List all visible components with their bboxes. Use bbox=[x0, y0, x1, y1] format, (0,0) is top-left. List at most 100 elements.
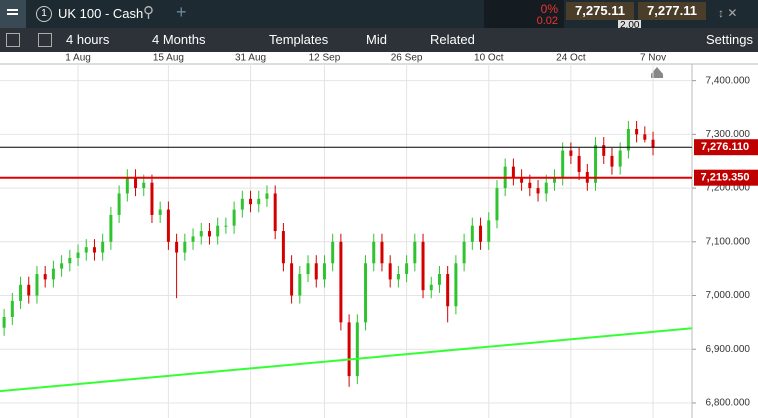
candle-body bbox=[298, 274, 302, 296]
candle-body bbox=[495, 188, 499, 221]
candle-body bbox=[175, 241, 179, 253]
trendline bbox=[0, 327, 693, 393]
tab-number: 1 bbox=[36, 6, 52, 22]
candle-body bbox=[470, 225, 474, 242]
menu-button[interactable] bbox=[0, 0, 26, 28]
candle-body bbox=[92, 247, 96, 253]
candle-body bbox=[396, 274, 400, 280]
candle-body bbox=[355, 322, 359, 377]
y-tick-label: 7,300.000 bbox=[706, 129, 751, 140]
candle-body bbox=[437, 274, 441, 285]
candle-body bbox=[421, 241, 425, 291]
candle-body bbox=[626, 128, 630, 151]
candle-body bbox=[635, 128, 639, 135]
candle-body bbox=[487, 220, 491, 242]
candle-body bbox=[27, 284, 31, 296]
candle-body bbox=[429, 284, 433, 291]
candle-body bbox=[364, 263, 368, 323]
candle-body bbox=[602, 145, 606, 156]
candle-body bbox=[281, 231, 285, 264]
candle-body bbox=[117, 193, 121, 215]
chart-toolbar: 4 hours 4 Months Templates Mid Related S… bbox=[0, 28, 758, 52]
x-tick-label: 7 Nov bbox=[640, 53, 666, 64]
x-tick-label: 10 Oct bbox=[474, 53, 504, 64]
scroll-marker[interactable] bbox=[651, 67, 663, 78]
candle-body bbox=[199, 231, 203, 237]
candle-body bbox=[536, 188, 540, 194]
candle-body bbox=[232, 209, 236, 226]
x-tick-label: 12 Sep bbox=[309, 53, 341, 64]
related[interactable]: Related bbox=[430, 32, 475, 47]
candle-body bbox=[207, 231, 211, 237]
x-tick-label: 15 Aug bbox=[153, 53, 184, 64]
window-controls[interactable]: ↕ ✕ bbox=[718, 6, 738, 20]
candle-body bbox=[240, 198, 244, 210]
candle-body bbox=[643, 134, 647, 140]
instrument-name[interactable]: UK 100 - Cash bbox=[58, 6, 144, 21]
price-label: 7,219.350 bbox=[701, 172, 750, 184]
sell-price[interactable]: 7,275.11 bbox=[566, 2, 634, 20]
candle-body bbox=[166, 209, 170, 242]
candle-body bbox=[552, 177, 556, 183]
candle-body bbox=[265, 193, 269, 199]
candle-body bbox=[60, 263, 64, 269]
candle-body bbox=[479, 225, 483, 242]
candle-body bbox=[19, 284, 23, 301]
candle-body bbox=[2, 317, 6, 328]
y-tick-label: 6,900.000 bbox=[706, 344, 751, 355]
y-tick-label: 7,000.000 bbox=[706, 290, 751, 301]
candle-body bbox=[511, 166, 515, 178]
search-icon[interactable]: ⚲ bbox=[143, 4, 154, 21]
price-type[interactable]: Mid bbox=[366, 32, 387, 47]
candle-body bbox=[216, 225, 220, 237]
buy-price[interactable]: 7,277.11 bbox=[638, 2, 706, 20]
candle-body bbox=[257, 198, 261, 205]
candle-body bbox=[413, 241, 417, 264]
y-tick-label: 7,200.000 bbox=[706, 183, 751, 194]
candle-body bbox=[528, 182, 532, 189]
candle-body bbox=[618, 150, 622, 167]
layout-icon[interactable] bbox=[38, 33, 52, 47]
candle-body bbox=[372, 241, 376, 264]
candle-body bbox=[290, 263, 294, 296]
candle-body bbox=[520, 177, 524, 183]
change-pct: 0% bbox=[540, 2, 558, 16]
y-tick-label: 6,800.000 bbox=[706, 398, 751, 409]
candle-body bbox=[314, 263, 318, 280]
panel-icon[interactable] bbox=[6, 33, 20, 47]
candle-body bbox=[446, 274, 450, 307]
price-label-bg bbox=[694, 139, 758, 156]
candle-body bbox=[594, 145, 598, 183]
candle-body bbox=[405, 263, 409, 275]
candle-body bbox=[651, 139, 655, 148]
interval[interactable]: 4 hours bbox=[66, 32, 110, 47]
range[interactable]: 4 Months bbox=[152, 32, 206, 47]
candle-body bbox=[544, 182, 548, 194]
candle-body bbox=[109, 214, 113, 242]
candle-body bbox=[388, 263, 392, 280]
price-label: 7,276.110 bbox=[701, 141, 749, 153]
candle-body bbox=[183, 241, 187, 253]
change-value: 0.02 bbox=[536, 15, 558, 27]
x-tick-label: 26 Sep bbox=[391, 53, 423, 64]
x-tick-label: 31 Aug bbox=[235, 53, 266, 64]
candle-body bbox=[76, 252, 80, 258]
templates[interactable]: Templates bbox=[269, 32, 329, 47]
top-bar: 1 UK 100 - Cash ⚲ + 0% 0.02 7,275.11 2.0… bbox=[0, 0, 758, 31]
candle-body bbox=[43, 274, 47, 280]
candle-body bbox=[51, 268, 55, 280]
add-tab[interactable]: + bbox=[176, 2, 187, 22]
settings[interactable]: Settings bbox=[706, 32, 753, 47]
chart: 6,800.000 6,900.000 7,000.000 7,100.000 7,20… bbox=[0, 52, 758, 418]
candle-body bbox=[569, 150, 573, 156]
candle-body bbox=[380, 241, 384, 264]
candle-body bbox=[339, 241, 343, 323]
candle-body bbox=[224, 225, 228, 227]
candle-body bbox=[273, 193, 277, 232]
candle-body bbox=[10, 300, 14, 318]
candle-body bbox=[134, 177, 138, 189]
date-axis-bg bbox=[0, 52, 758, 64]
price-label-bg bbox=[694, 169, 758, 186]
candle-body bbox=[150, 182, 154, 215]
